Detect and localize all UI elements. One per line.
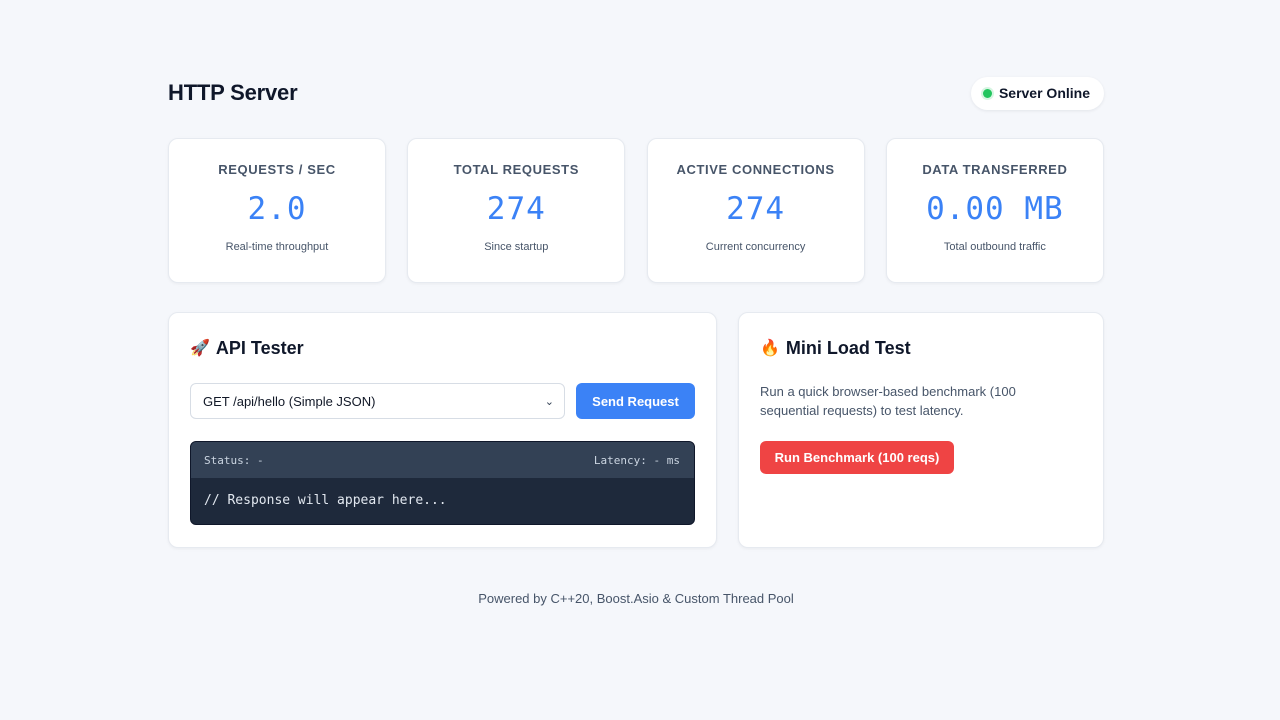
stat-subtitle: Since startup xyxy=(484,241,549,253)
stat-subtitle: Total outbound traffic xyxy=(943,241,1046,253)
stat-card-total-requests: TOTAL REQUESTS 274 Since startup xyxy=(407,138,626,283)
stat-card-data-transferred: DATA TRANSFERRED 0.00 MB Total outbound … xyxy=(885,138,1104,283)
stat-label: DATA TRANSFERRED xyxy=(922,162,1068,177)
server-status-label: Server Online xyxy=(998,85,1090,101)
stat-card-active-connections: ACTIVE CONNECTIONS 274 Current concurren… xyxy=(646,138,865,283)
stat-value: 0.00 MB xyxy=(926,191,1064,227)
load-test-panel: 🔥 Mini Load Test Run a quick browser-bas… xyxy=(738,312,1104,548)
api-tester-panel: 🚀 API Tester GET /api/hello (Simple JSON… xyxy=(168,312,717,548)
stat-subtitle: Current concurrency xyxy=(705,241,806,253)
run-benchmark-button[interactable]: Run Benchmark (100 reqs) xyxy=(760,441,954,474)
endpoint-select-value: GET /api/hello (Simple JSON) xyxy=(203,393,376,409)
stats-grid: REQUESTS / SEC 2.0 Real-time throughput … xyxy=(168,138,1104,283)
send-request-button[interactable]: Send Request xyxy=(576,383,695,419)
stat-value: 274 xyxy=(726,191,786,227)
stat-card-requests-per-sec: REQUESTS / SEC 2.0 Real-time throughput xyxy=(168,138,386,283)
rocket-icon: 🚀 xyxy=(190,339,210,357)
header: HTTP Server Server Online xyxy=(168,76,1104,110)
response-console-header: Status: - Latency: - ms xyxy=(191,442,694,478)
status-dot-icon xyxy=(982,88,992,98)
load-test-title: 🔥 Mini Load Test xyxy=(760,338,911,359)
response-console: Status: - Latency: - ms // Response will… xyxy=(190,441,695,525)
stat-label: REQUESTS / SEC xyxy=(218,162,336,177)
load-test-description: Run a quick browser-based benchmark (100… xyxy=(760,384,1016,418)
stat-value: 274 xyxy=(486,191,546,227)
fire-icon: 🔥 xyxy=(760,339,780,357)
response-body: // Response will appear here... xyxy=(204,493,447,508)
api-tester-title-text: API Tester xyxy=(215,338,304,358)
api-tester-title: 🚀 API Tester xyxy=(190,338,304,359)
endpoint-select[interactable]: GET /api/hello (Simple JSON) ⌄ xyxy=(190,383,565,419)
stat-label: TOTAL REQUESTS xyxy=(453,162,579,177)
response-status: Status: - xyxy=(204,453,264,467)
footer-text: Powered by C++20, Boost.Asio & Custom Th… xyxy=(478,591,794,606)
stat-label: ACTIVE CONNECTIONS xyxy=(676,162,835,177)
load-test-title-text: Mini Load Test xyxy=(785,338,911,358)
page-title: HTTP Server xyxy=(168,80,298,105)
chevron-down-icon: ⌄ xyxy=(544,395,554,408)
stat-value: 2.0 xyxy=(247,191,307,227)
server-status-badge: Server Online xyxy=(970,76,1104,110)
response-latency: Latency: - ms xyxy=(593,453,680,467)
stat-subtitle: Real-time throughput xyxy=(225,241,329,253)
